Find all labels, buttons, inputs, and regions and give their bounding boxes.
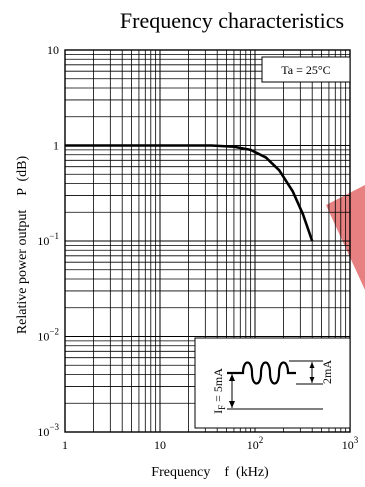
- waveform-box: [194, 337, 351, 429]
- condition-box: [261, 56, 351, 83]
- current-label: IF = 5mA: [211, 368, 227, 414]
- amplitude-label: 2mA: [320, 360, 334, 384]
- tick-labels: 1 10 102 103 10 1 10−1 10−2 10−3: [37, 43, 358, 452]
- plot-frame: [64, 49, 351, 433]
- y-tick-label: 10−3: [37, 422, 59, 439]
- amplitude-arrow-down: [309, 377, 315, 383]
- x-tick-label: 103: [342, 435, 359, 452]
- chart-title: Frequency characteristics: [120, 8, 344, 33]
- current-arrow-up: [229, 374, 235, 381]
- x-axis-label: Frequency f (kHz): [151, 465, 269, 480]
- y-tick-label: 10: [47, 43, 59, 57]
- y-tick-label: 10−2: [37, 327, 59, 344]
- x-tick-label: 1: [62, 438, 68, 452]
- condition-label: Ta = 25°C: [281, 63, 330, 77]
- y-tick-label: 1: [53, 139, 59, 153]
- y-axis-label: Relative power output P (dB): [15, 155, 30, 334]
- y-tick-label: 10−1: [37, 231, 59, 248]
- x-tick-label: 10: [154, 438, 166, 452]
- waveform-signal: [227, 361, 296, 385]
- amplitude-arrow-up: [309, 362, 315, 368]
- waveform-inset: IF = 5mA 2mA: [194, 337, 351, 429]
- series-group: [65, 144, 314, 242]
- x-tick-label: 102: [247, 435, 264, 452]
- current-arrow-down: [229, 401, 235, 408]
- series-line: [65, 144, 314, 242]
